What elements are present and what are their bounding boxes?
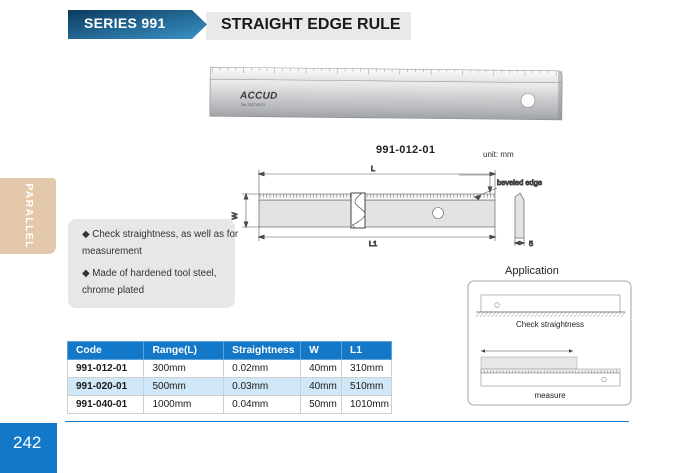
- svg-text:measure: measure: [534, 391, 566, 400]
- svg-text:Check straightness: Check straightness: [516, 320, 584, 329]
